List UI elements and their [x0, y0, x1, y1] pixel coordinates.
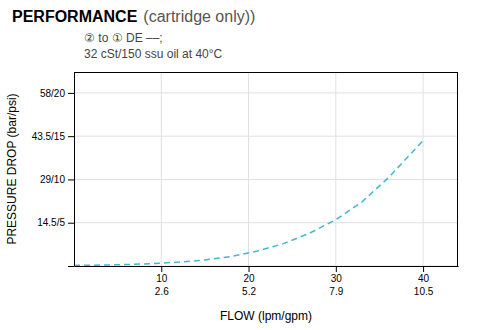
y-tick	[68, 266, 74, 267]
title-main: PERFORMANCE	[12, 8, 138, 25]
grid-line-x	[161, 72, 162, 266]
x-tick: 30	[331, 266, 343, 284]
y-axis-title: PRESSURE DROP (bar/psi)	[5, 93, 19, 244]
grid-line-y	[74, 136, 458, 137]
y-tick-mark	[68, 223, 74, 224]
data-line	[74, 141, 423, 266]
x-axis-line	[75, 266, 459, 267]
y-tick: 58/20	[40, 88, 74, 99]
grid-line-x	[423, 72, 424, 266]
grid-line-y	[74, 179, 458, 180]
y-tick-label: 58/20	[40, 88, 65, 99]
x2-tick: 10.5	[414, 286, 434, 297]
x-tick-label: 10	[156, 273, 168, 284]
y-tick-label: 14.5/5	[37, 217, 65, 228]
y-tick: 29/10	[40, 174, 74, 185]
title: PERFORMANCE (cartridge only))	[12, 8, 255, 25]
x2-axis: 2.6 5.2 7.9 10.5	[155, 286, 434, 297]
y-tick: 14.5/5	[37, 217, 74, 228]
grid-line-x	[335, 72, 336, 266]
x-tick: 40	[418, 266, 430, 284]
grid-line-y	[74, 92, 458, 93]
grid	[74, 72, 458, 266]
y-tick-mark	[68, 136, 74, 137]
x2-tick: 7.9	[329, 286, 343, 297]
x-tick-mark	[423, 266, 424, 272]
grid-line-y	[74, 266, 458, 267]
annotation: ② to ① DE ––;	[84, 31, 163, 45]
y-tick-label: 29/10	[40, 174, 65, 185]
y-axis-line	[74, 73, 75, 267]
x2-tick: 2.6	[155, 286, 169, 297]
annotation: 32 cSt/150 ssu oil at 40°C	[84, 47, 223, 61]
chart: 14.5/5 29/10 43.5/15 58/20 10 20 30 40 2.6 5.2 7.9…	[0, 0, 478, 330]
grid-line-y	[74, 222, 458, 223]
plot-frame-right	[457, 72, 458, 266]
x-tick: 10	[156, 266, 168, 284]
plot-area	[74, 141, 423, 266]
x2-tick-label: 2.6	[155, 286, 169, 297]
y-tick-mark	[68, 266, 74, 267]
plot-frame-top	[74, 72, 458, 73]
x2-tick-label: 10.5	[414, 286, 434, 297]
x-tick-mark	[249, 266, 250, 272]
x-tick: 20	[243, 266, 255, 284]
y-axis: 14.5/5 29/10 43.5/15 58/20	[32, 73, 75, 267]
grid-line-x	[248, 72, 249, 266]
subtitle: (cartridge only))	[143, 8, 255, 25]
x-tick-label: 30	[331, 273, 343, 284]
x2-tick-label: 5.2	[242, 286, 256, 297]
x-tick-mark	[336, 266, 337, 272]
x-tick-label: 20	[243, 273, 255, 284]
y-tick-label: 43.5/15	[32, 131, 66, 142]
x2-tick: 5.2	[242, 286, 256, 297]
x-tick-mark	[161, 266, 162, 272]
x-axis: 10 20 30 40	[75, 266, 459, 284]
y-tick: 43.5/15	[32, 131, 74, 142]
y-tick-mark	[68, 93, 74, 94]
y-tick-mark	[68, 179, 74, 180]
x-axis-title: FLOW (lpm/gpm)	[220, 309, 312, 323]
x2-tick-label: 7.9	[329, 286, 343, 297]
x-tick-label: 40	[418, 273, 430, 284]
